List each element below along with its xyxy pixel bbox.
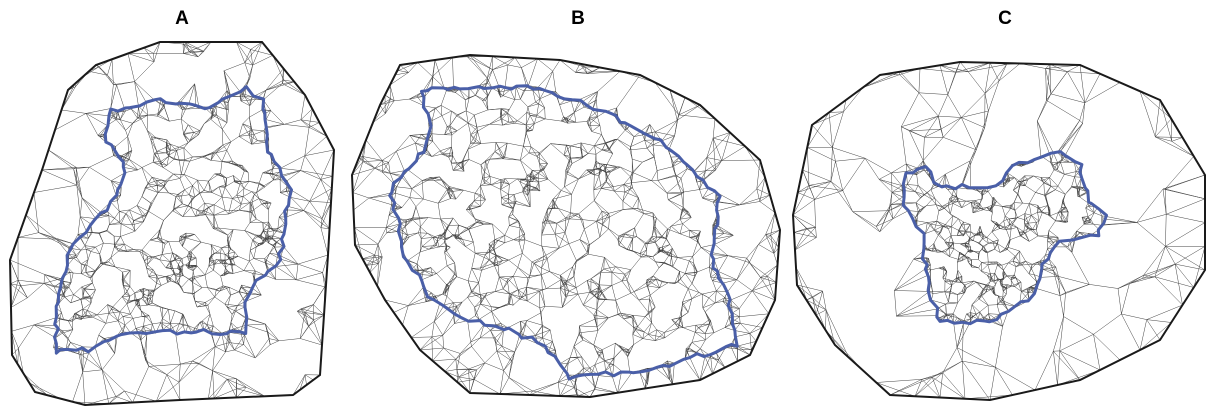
convex-hull-outline — [791, 60, 1206, 402]
convex-hull-outline — [350, 53, 782, 399]
region-boundary — [53, 85, 293, 355]
convex-hull-outline — [8, 41, 336, 407]
panel-c-mesh — [791, 60, 1206, 402]
panel-c-label: C — [998, 8, 1012, 29]
region-boundary — [901, 150, 1108, 326]
panel-b-mesh — [350, 53, 782, 399]
panel-b-label: B — [571, 8, 585, 29]
panel-a-label: A — [175, 8, 189, 29]
panel-a-mesh — [8, 41, 336, 407]
region-boundary — [388, 84, 739, 381]
